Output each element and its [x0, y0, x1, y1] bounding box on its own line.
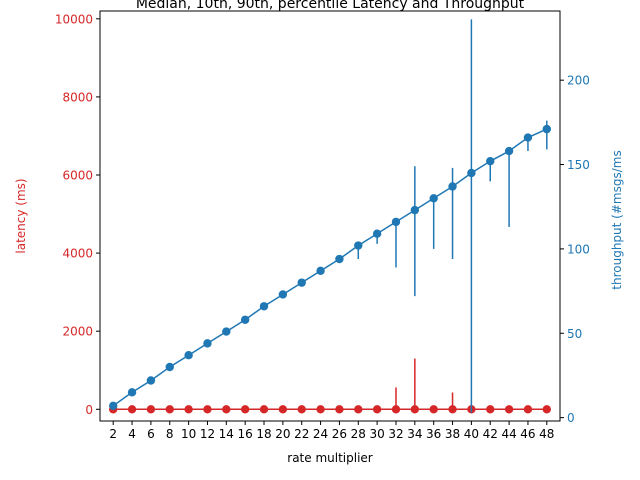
data-point	[146, 405, 156, 414]
x-tick-label: 44	[501, 427, 516, 441]
x-tick-label: 12	[200, 427, 215, 441]
data-point	[448, 405, 457, 414]
data-point	[486, 405, 495, 414]
series-left	[108, 358, 552, 414]
data-point	[184, 405, 193, 414]
y-right-tick-label: 100	[567, 242, 590, 256]
y-right-tick-label: 200	[567, 74, 590, 88]
x-tick-label: 4	[128, 427, 136, 441]
data-point	[429, 405, 438, 414]
x-tick-label: 6	[147, 427, 155, 441]
data-point	[486, 156, 495, 166]
data-point	[259, 405, 269, 414]
data-point	[222, 405, 231, 414]
chart-marks	[108, 19, 552, 414]
x-axis: 2 4 6 8 10 12 14 16 18 20 22 24 26 28 30 32 34 36 38 40 42 44…	[109, 421, 554, 441]
x-tick-label: 24	[313, 427, 328, 441]
data-point	[165, 405, 174, 414]
data-point	[354, 241, 363, 250]
y-left-tick-label: 10000	[55, 12, 93, 26]
y-left-tick-label: 2000	[62, 325, 93, 339]
x-tick-label: 26	[332, 427, 347, 441]
data-point	[410, 205, 420, 215]
data-point	[372, 405, 382, 414]
data-point	[448, 182, 457, 191]
data-point	[278, 405, 288, 414]
x-tick-label: 48	[539, 427, 554, 441]
data-point	[184, 350, 193, 360]
y-right-tick-label: 150	[567, 158, 590, 172]
y-right-tick-label: 50	[567, 327, 582, 341]
x-tick-label: 16	[238, 427, 253, 441]
chart-title: Median, 10th, 90th, percentile Latency a…	[136, 0, 525, 12]
x-tick-label: 18	[256, 427, 271, 441]
data-point	[146, 376, 156, 385]
data-point	[203, 405, 212, 414]
data-point	[429, 194, 438, 203]
series-right	[108, 19, 552, 413]
data-point	[316, 405, 325, 414]
data-point	[278, 290, 288, 299]
y-axis-right-label: throughput (#msgs/ms	[610, 150, 624, 289]
data-point	[316, 266, 325, 276]
data-point	[297, 278, 306, 287]
data-point	[391, 217, 401, 227]
data-point	[523, 405, 533, 414]
x-tick-label: 10	[181, 427, 196, 441]
x-tick-label: 40	[464, 427, 479, 441]
y-left-tick-label: 8000	[62, 90, 93, 104]
x-tick-label: 22	[294, 427, 309, 441]
y-axis-left-label: latency (ms)	[14, 178, 28, 253]
x-tick-label: 34	[407, 427, 422, 441]
data-point	[504, 146, 514, 156]
data-point	[222, 327, 231, 336]
data-point	[504, 405, 514, 414]
y-left-tick-label: 6000	[62, 169, 93, 183]
data-point	[240, 405, 250, 414]
x-tick-label: 32	[388, 427, 403, 441]
data-point	[127, 405, 137, 414]
data-point	[335, 405, 344, 414]
x-tick-label: 20	[275, 427, 290, 441]
data-point	[467, 168, 476, 178]
data-point	[108, 401, 118, 411]
data-point	[410, 405, 420, 414]
data-point	[542, 405, 552, 414]
data-point	[523, 133, 533, 142]
data-point	[259, 302, 269, 311]
y-left-tick-label: 0	[85, 403, 93, 417]
x-tick-label: 36	[426, 427, 441, 441]
x-tick-label: 14	[219, 427, 234, 441]
data-point	[127, 388, 137, 397]
y-left-tick-label: 4000	[62, 247, 93, 261]
x-tick-label: 8	[166, 427, 174, 441]
x-tick-label: 28	[351, 427, 366, 441]
x-tick-label: 42	[483, 427, 498, 441]
x-axis-label: rate multiplier	[287, 451, 373, 465]
x-tick-label: 30	[369, 427, 384, 441]
y-axis-right: 0 50 100 150 200	[560, 74, 590, 425]
x-tick-label: 2	[109, 427, 117, 441]
data-point	[335, 254, 344, 264]
data-point	[354, 405, 363, 414]
y-right-tick-label: 0	[567, 411, 575, 425]
series-line	[112, 128, 548, 407]
data-point	[372, 229, 382, 238]
data-point	[391, 405, 401, 414]
data-point	[240, 315, 250, 324]
data-point	[203, 339, 212, 348]
x-tick-label: 46	[520, 427, 535, 441]
data-point	[165, 362, 174, 372]
data-point	[542, 124, 552, 134]
plot-frame	[99, 10, 561, 422]
data-point	[297, 405, 306, 414]
y-axis-left: 0 2000 4000 6000 8000 10000	[55, 12, 100, 417]
x-tick-label: 38	[445, 427, 460, 441]
